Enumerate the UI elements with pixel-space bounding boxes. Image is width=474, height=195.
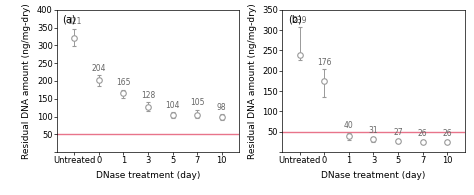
Text: 98: 98 (217, 103, 227, 112)
Text: 239: 239 (292, 16, 307, 25)
X-axis label: DNase treatment (day): DNase treatment (day) (96, 171, 200, 180)
Text: 165: 165 (116, 78, 130, 87)
Y-axis label: Residual DNA amount (ng/mg-dry): Residual DNA amount (ng/mg-dry) (248, 3, 257, 159)
Text: 204: 204 (91, 64, 106, 73)
Text: (b): (b) (288, 14, 302, 24)
Text: 176: 176 (317, 58, 331, 66)
Text: 31: 31 (369, 126, 378, 135)
Text: 26: 26 (418, 129, 428, 138)
Text: 104: 104 (165, 101, 180, 110)
Y-axis label: Residual DNA amount (ng/mg-dry): Residual DNA amount (ng/mg-dry) (22, 3, 31, 159)
Text: 105: 105 (190, 98, 204, 107)
Text: (a): (a) (63, 14, 76, 24)
Text: 27: 27 (393, 128, 403, 137)
Text: 40: 40 (344, 121, 354, 130)
X-axis label: DNase treatment (day): DNase treatment (day) (321, 171, 426, 180)
Text: 26: 26 (443, 129, 452, 138)
Text: 321: 321 (67, 17, 81, 26)
Text: 128: 128 (141, 91, 155, 100)
